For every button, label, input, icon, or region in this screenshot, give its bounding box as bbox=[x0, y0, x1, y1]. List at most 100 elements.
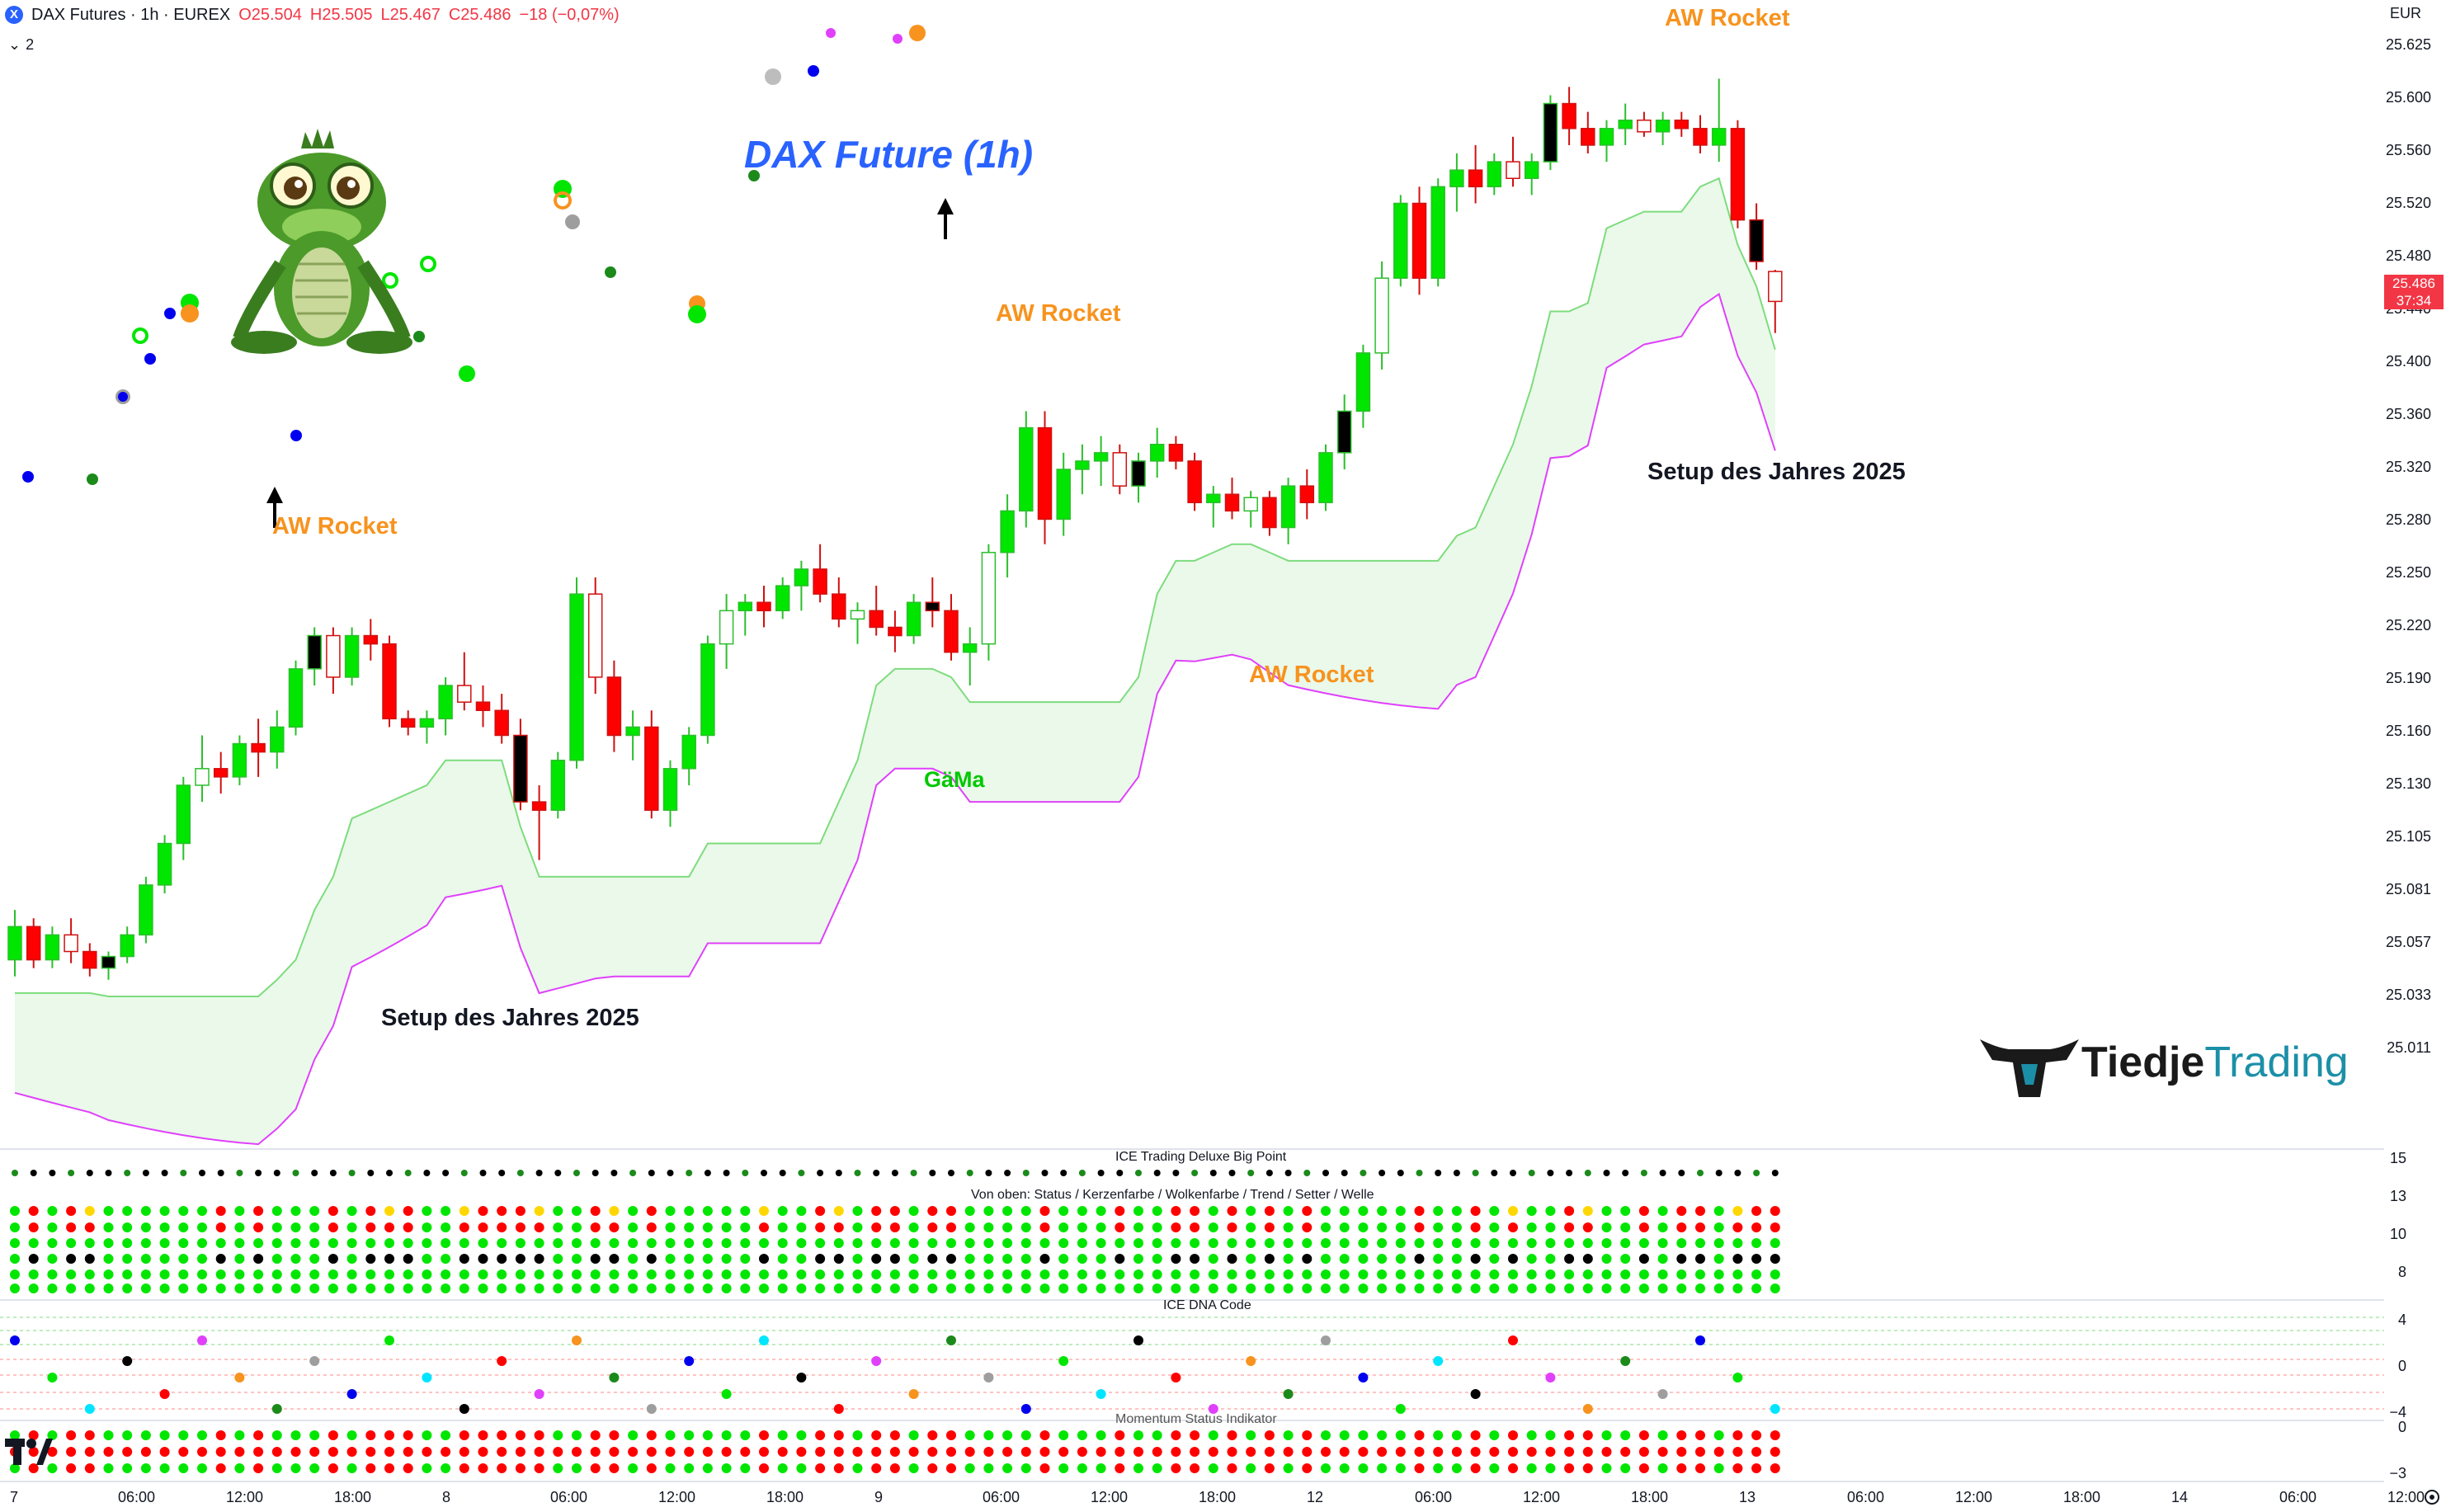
bigpoint-dot bbox=[908, 1206, 919, 1216]
bigpoint-dot bbox=[646, 1269, 657, 1279]
bigpoint-dot bbox=[365, 1238, 376, 1248]
tradingview-logo-icon[interactable] bbox=[5, 1435, 53, 1468]
candle-body bbox=[587, 593, 603, 678]
bigpoint-dot bbox=[573, 1170, 580, 1176]
bigpoint-dot bbox=[1096, 1206, 1106, 1216]
momentum-dot bbox=[253, 1447, 264, 1457]
bigpoint-dot bbox=[1489, 1254, 1500, 1264]
bigpoint-dot bbox=[1770, 1269, 1780, 1279]
bigpoint-dot bbox=[215, 1284, 226, 1293]
brand-logo: TiedjeTrading bbox=[1976, 1015, 2355, 1105]
momentum-dot bbox=[328, 1463, 338, 1473]
momentum-dot bbox=[1695, 1447, 1705, 1457]
bigpoint-dot bbox=[1395, 1238, 1406, 1248]
momentum-dot bbox=[1508, 1463, 1518, 1473]
symbol-badge-icon[interactable]: X bbox=[5, 6, 23, 24]
bigpoint-dot bbox=[1732, 1206, 1743, 1216]
bigpoint-dot bbox=[1227, 1269, 1237, 1279]
bigpoint-dot bbox=[1339, 1269, 1350, 1279]
bigpoint-dot bbox=[103, 1238, 114, 1248]
bigpoint-dot bbox=[553, 1238, 563, 1248]
momentum-dot bbox=[534, 1447, 544, 1457]
dna-dot bbox=[159, 1389, 170, 1399]
signal-dot bbox=[893, 34, 903, 44]
indicator-toggle[interactable]: ⌄ 2 bbox=[8, 36, 34, 54]
bigpoint-dot bbox=[422, 1238, 432, 1248]
bigpoint-dot bbox=[1601, 1206, 1612, 1216]
bigpoint-dot bbox=[103, 1206, 114, 1216]
bigpoint-dot bbox=[534, 1284, 544, 1293]
bigpoint-dot bbox=[759, 1222, 769, 1232]
candles bbox=[7, 78, 1783, 980]
bigpoint-dot bbox=[1283, 1269, 1294, 1279]
bigpoint-dot bbox=[423, 1170, 431, 1176]
panel-tick-label: 13 bbox=[2389, 1188, 2406, 1204]
dna-dot bbox=[84, 1404, 95, 1414]
bigpoint-dot bbox=[1360, 1170, 1367, 1176]
bigpoint-dot bbox=[833, 1222, 844, 1232]
signal-dot bbox=[459, 365, 475, 382]
bigpoint-dot bbox=[1283, 1284, 1294, 1293]
candle bbox=[1299, 469, 1315, 520]
momentum-dot bbox=[403, 1430, 413, 1440]
bigpoint-dot bbox=[1489, 1238, 1500, 1248]
momentum-dot bbox=[553, 1447, 563, 1457]
momentum-dot bbox=[47, 1463, 58, 1473]
momentum-dot bbox=[908, 1430, 919, 1440]
bigpoint-dot bbox=[852, 1254, 863, 1264]
candle-body bbox=[700, 643, 715, 737]
bigpoint-dot bbox=[1547, 1170, 1554, 1176]
bigpoint-dot bbox=[1133, 1222, 1143, 1232]
momentum-dot bbox=[1676, 1430, 1687, 1440]
momentum-dot bbox=[441, 1447, 451, 1457]
bigpoint-dot bbox=[1133, 1284, 1143, 1293]
dna-dot bbox=[384, 1335, 394, 1345]
momentum-dot bbox=[84, 1447, 95, 1457]
bigpoint-dot bbox=[1489, 1222, 1500, 1232]
bigpoint-dot bbox=[1321, 1269, 1331, 1279]
bigpoint-dot bbox=[759, 1269, 769, 1279]
bigpoint-dot bbox=[964, 1284, 975, 1293]
bigpoint-dot bbox=[66, 1206, 77, 1216]
bigpoint-dot bbox=[946, 1254, 956, 1264]
bigpoint-dot bbox=[1603, 1170, 1610, 1176]
bigpoint-dot bbox=[47, 1206, 58, 1216]
signal-dot bbox=[181, 304, 199, 323]
settings-gear-icon[interactable] bbox=[2422, 1487, 2442, 1507]
momentum-dot bbox=[1133, 1447, 1143, 1457]
candle bbox=[157, 835, 172, 893]
momentum-dot bbox=[908, 1447, 919, 1457]
bigpoint-dot bbox=[478, 1269, 488, 1279]
time-tick-label: 8 bbox=[442, 1489, 451, 1505]
symbol-title[interactable]: DAX Futures · 1h · EUREX bbox=[31, 5, 231, 24]
bigpoint-dot bbox=[927, 1206, 938, 1216]
bigpoint-dot bbox=[873, 1170, 880, 1176]
momentum-dot bbox=[1713, 1463, 1724, 1473]
candle-body bbox=[344, 634, 360, 678]
bigpoint-dot bbox=[1264, 1206, 1275, 1216]
bigpoint-dot bbox=[309, 1222, 320, 1232]
bigpoint-dot bbox=[346, 1206, 357, 1216]
bigpoint-dot bbox=[1414, 1238, 1425, 1248]
bigpoint-dot bbox=[1676, 1254, 1687, 1264]
momentum-dot bbox=[1620, 1430, 1631, 1440]
momentum-dot bbox=[515, 1463, 525, 1473]
time-tick-label: 12:00 bbox=[1091, 1489, 1129, 1505]
bigpoint-dot bbox=[871, 1206, 882, 1216]
candle bbox=[1000, 494, 1015, 577]
bigpoint-dot bbox=[1416, 1170, 1423, 1176]
time-tick-label: 18:00 bbox=[766, 1489, 804, 1505]
momentum-dot bbox=[702, 1463, 713, 1473]
momentum-dot bbox=[159, 1447, 170, 1457]
momentum-dot bbox=[1058, 1430, 1069, 1440]
candle-body bbox=[1693, 128, 1708, 146]
bigpoint-dot bbox=[1695, 1222, 1705, 1232]
bigpoint-dot bbox=[702, 1238, 713, 1248]
bigpoint-dot bbox=[215, 1206, 226, 1216]
candle-body bbox=[157, 842, 172, 886]
dna-dot bbox=[1321, 1335, 1331, 1345]
bigpoint-dot bbox=[178, 1238, 189, 1248]
candle bbox=[1336, 394, 1352, 469]
bigpoint-dot bbox=[1133, 1206, 1143, 1216]
